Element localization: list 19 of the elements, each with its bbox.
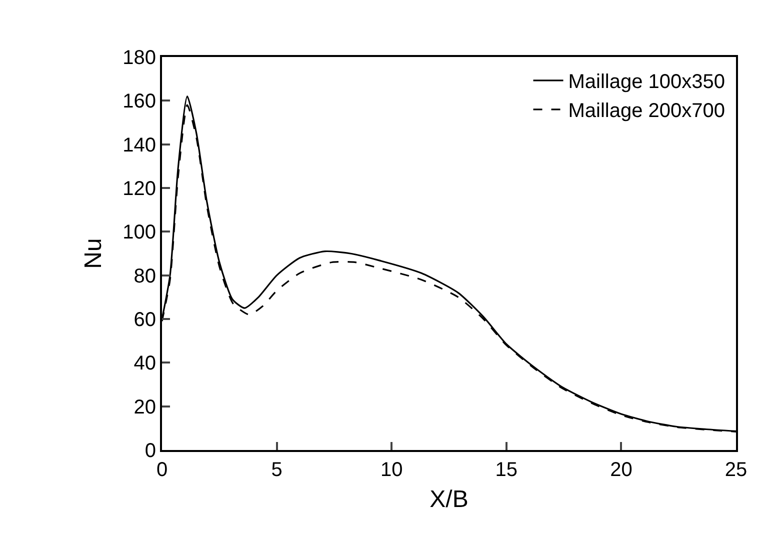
x-tick-label: 25 (724, 459, 748, 481)
x-tick-label: 15 (495, 459, 518, 481)
legend-label: Maillage 100x350 (568, 71, 726, 94)
x-tick-label: 5 (271, 459, 282, 481)
y-tick-label: 0 (144, 440, 156, 462)
y-tick-label: 100 (122, 222, 156, 244)
y-tick-label: 180 (122, 47, 156, 69)
y-tick-label: 20 (134, 396, 156, 418)
legend-label: Maillage 200x700 (568, 100, 726, 122)
y-tick-label: 80 (134, 265, 156, 288)
y-tick-label: 40 (134, 352, 156, 375)
x-tick-label: 10 (380, 459, 403, 481)
x-axis-title: X/B (430, 486, 468, 513)
y-tick-label: 60 (134, 309, 156, 331)
y-axis-title: Nu (80, 238, 108, 269)
y-tick-label: 120 (122, 178, 156, 200)
y-tick-label: 140 (122, 134, 156, 156)
x-tick-label: 20 (610, 459, 632, 481)
y-tick-label: 160 (122, 90, 156, 113)
